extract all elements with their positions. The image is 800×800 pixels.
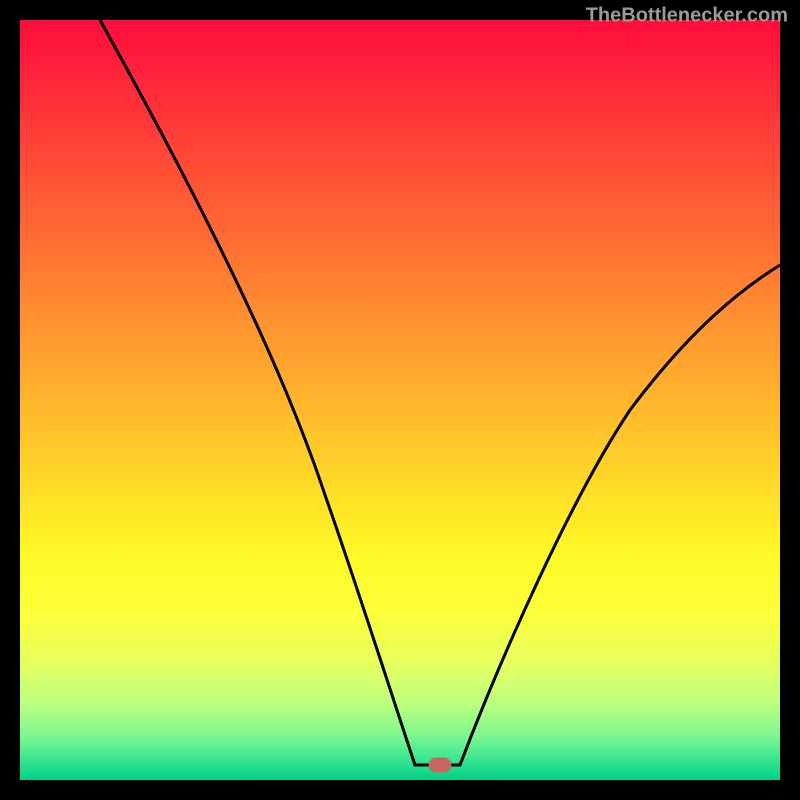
optimal-point-marker xyxy=(429,758,451,772)
chart-canvas: TheBottlenecker.com xyxy=(0,0,800,800)
chart-background-gradient xyxy=(20,20,780,780)
bottleneck-chart: TheBottlenecker.com xyxy=(0,0,800,800)
attribution-text: TheBottlenecker.com xyxy=(586,5,788,27)
